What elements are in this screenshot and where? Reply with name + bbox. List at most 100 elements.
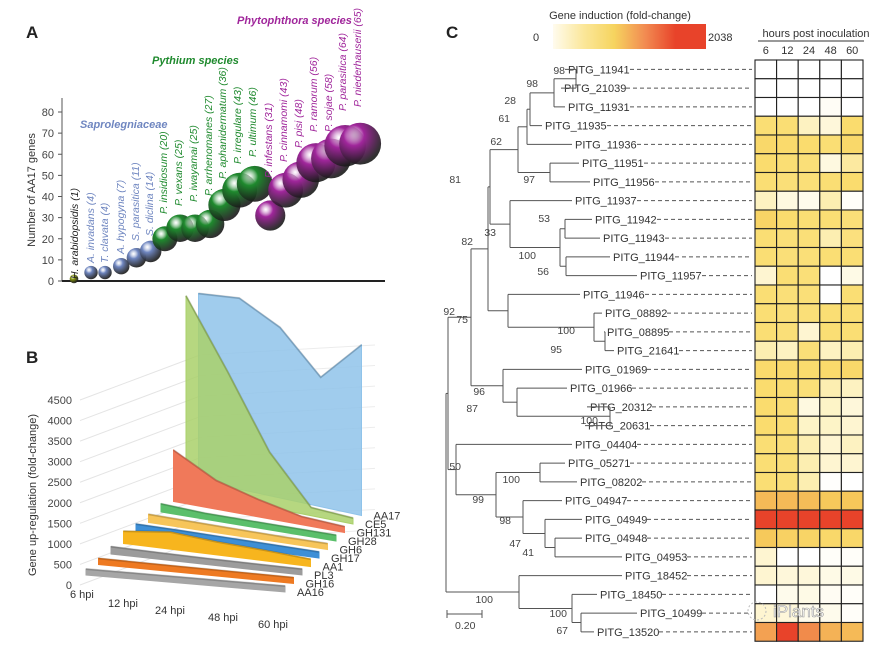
group-label: Saprolegniaceae — [80, 119, 167, 131]
heatmap-cell — [840, 78, 864, 99]
heatmap-cell — [754, 396, 778, 417]
heatmap-cell — [776, 584, 799, 605]
heatmap-cell — [840, 340, 864, 361]
heatmap-cell — [776, 265, 799, 286]
gene-label: PITG_21641 — [617, 346, 679, 358]
heatmap-cell — [819, 434, 842, 455]
gene-label: PITG_11937 — [575, 196, 637, 208]
bootstrap-value: 100 — [518, 250, 536, 262]
heatmap-cell — [776, 415, 799, 436]
y-tick-label: 2500 — [48, 477, 72, 489]
series-top-edge — [123, 530, 311, 561]
bootstrap-value: 98 — [553, 65, 565, 77]
heatmap-cell — [754, 584, 778, 605]
series-label: GH17 — [331, 553, 360, 565]
bootstrap-value: 99 — [472, 494, 484, 506]
heatmap-cell — [797, 453, 821, 474]
heatmap-cell — [776, 284, 799, 305]
gene-label: PITG_18450 — [600, 589, 662, 601]
heatmap-cell — [797, 190, 821, 211]
bootstrap-value: 97 — [523, 174, 535, 186]
heatmap-cell — [754, 565, 778, 586]
gridline — [79, 416, 201, 463]
point-label: P. ramorum (56) — [308, 57, 320, 132]
heatmap-cell — [797, 546, 821, 567]
heatmap-cell — [754, 415, 778, 436]
gene-label: PITG_20631 — [588, 421, 650, 433]
heatmap-cell — [754, 265, 778, 286]
heatmap-cell — [797, 265, 821, 286]
series-top-edge — [110, 545, 303, 570]
gridline — [199, 447, 376, 459]
column-label: 12 — [781, 45, 793, 57]
heatmap-cell — [819, 584, 842, 605]
gridline — [199, 385, 376, 397]
heatmap-cell — [797, 471, 821, 492]
y-tick-label: 3000 — [48, 457, 72, 469]
watermark-icon — [747, 601, 767, 621]
point-label: P. insidiosum (20) — [158, 131, 170, 214]
x-tick-label: 60 hpi — [258, 619, 288, 631]
panel-letter-b: B — [26, 348, 38, 367]
point-label: A. invadans (4) — [85, 192, 97, 264]
heatmap-cell — [840, 59, 864, 80]
y-tick-label: 20 — [42, 234, 54, 246]
gene-label: PITG_18452 — [625, 571, 687, 583]
y-tick-label: 1500 — [48, 518, 72, 530]
heatmap-cell — [797, 509, 821, 530]
point-label: P. iwayamai (25) — [188, 125, 200, 202]
bubble-point — [69, 274, 79, 284]
y-axis-label: Number of AA17 genes — [26, 133, 38, 247]
heatmap-cell — [819, 621, 842, 642]
heatmap-cell — [754, 284, 778, 305]
heatmap-cell — [819, 340, 842, 361]
heatmap-cell — [776, 171, 799, 192]
bubble-point — [98, 265, 112, 280]
heatmap-cell — [754, 209, 778, 230]
heatmap-cell — [754, 59, 778, 80]
gene-label: PITG_08202 — [580, 477, 642, 489]
heatmap-cell — [797, 603, 821, 624]
heatmap-cell — [776, 153, 799, 174]
column-label: 60 — [846, 45, 858, 57]
gene-label: PITG_04404 — [575, 439, 637, 451]
heatmap-cell — [840, 228, 864, 249]
series-label: GH6 — [340, 545, 363, 557]
panel-letter-c: C — [446, 23, 458, 42]
gene-label: PITG_11943 — [603, 233, 665, 245]
gene-label: PITG_11957 — [640, 271, 702, 283]
heatmap-cell — [797, 153, 821, 174]
heatmap-cell — [754, 509, 778, 530]
area-series-ce5 — [185, 295, 354, 525]
panel-letter-a: A — [26, 23, 38, 42]
heatmap-cell — [797, 359, 821, 380]
gridline — [79, 354, 201, 401]
heatmap-cell — [819, 528, 842, 549]
heatmap-cell — [754, 490, 778, 511]
group-label: Phytophthora species — [237, 15, 352, 27]
heatmap-cell — [797, 415, 821, 436]
gridline — [199, 508, 376, 520]
heatmap-cell — [754, 78, 778, 99]
heatmap-cell — [754, 190, 778, 211]
heatmap-cell — [797, 565, 821, 586]
heatmap-cell — [797, 115, 821, 136]
bubble-point — [236, 165, 273, 202]
series-label: PL3 — [314, 570, 334, 582]
heatmap-cell — [840, 453, 864, 474]
bootstrap-value: 28 — [504, 95, 516, 107]
heatmap-cell — [819, 190, 842, 211]
bootstrap-value: 98 — [526, 78, 538, 90]
y-tick-label: 80 — [42, 107, 54, 119]
heatmap-cell — [754, 153, 778, 174]
heatmap-cell — [776, 359, 799, 380]
heatmap-cell — [840, 96, 864, 117]
heatmap-cell — [840, 434, 864, 455]
bootstrap-value: 33 — [484, 227, 496, 239]
bootstrap-value: 96 — [473, 386, 485, 398]
colorbar-title: Gene induction (fold-change) — [549, 10, 691, 22]
heatmap-cell — [840, 378, 864, 399]
heatmap-cell — [840, 471, 864, 492]
heatmap-cell — [754, 621, 778, 642]
panel-a-bubble-chart: A 0 10 20 30 40 50 60 70 80 Number of AA17 genes Sa… — [26, 8, 385, 288]
